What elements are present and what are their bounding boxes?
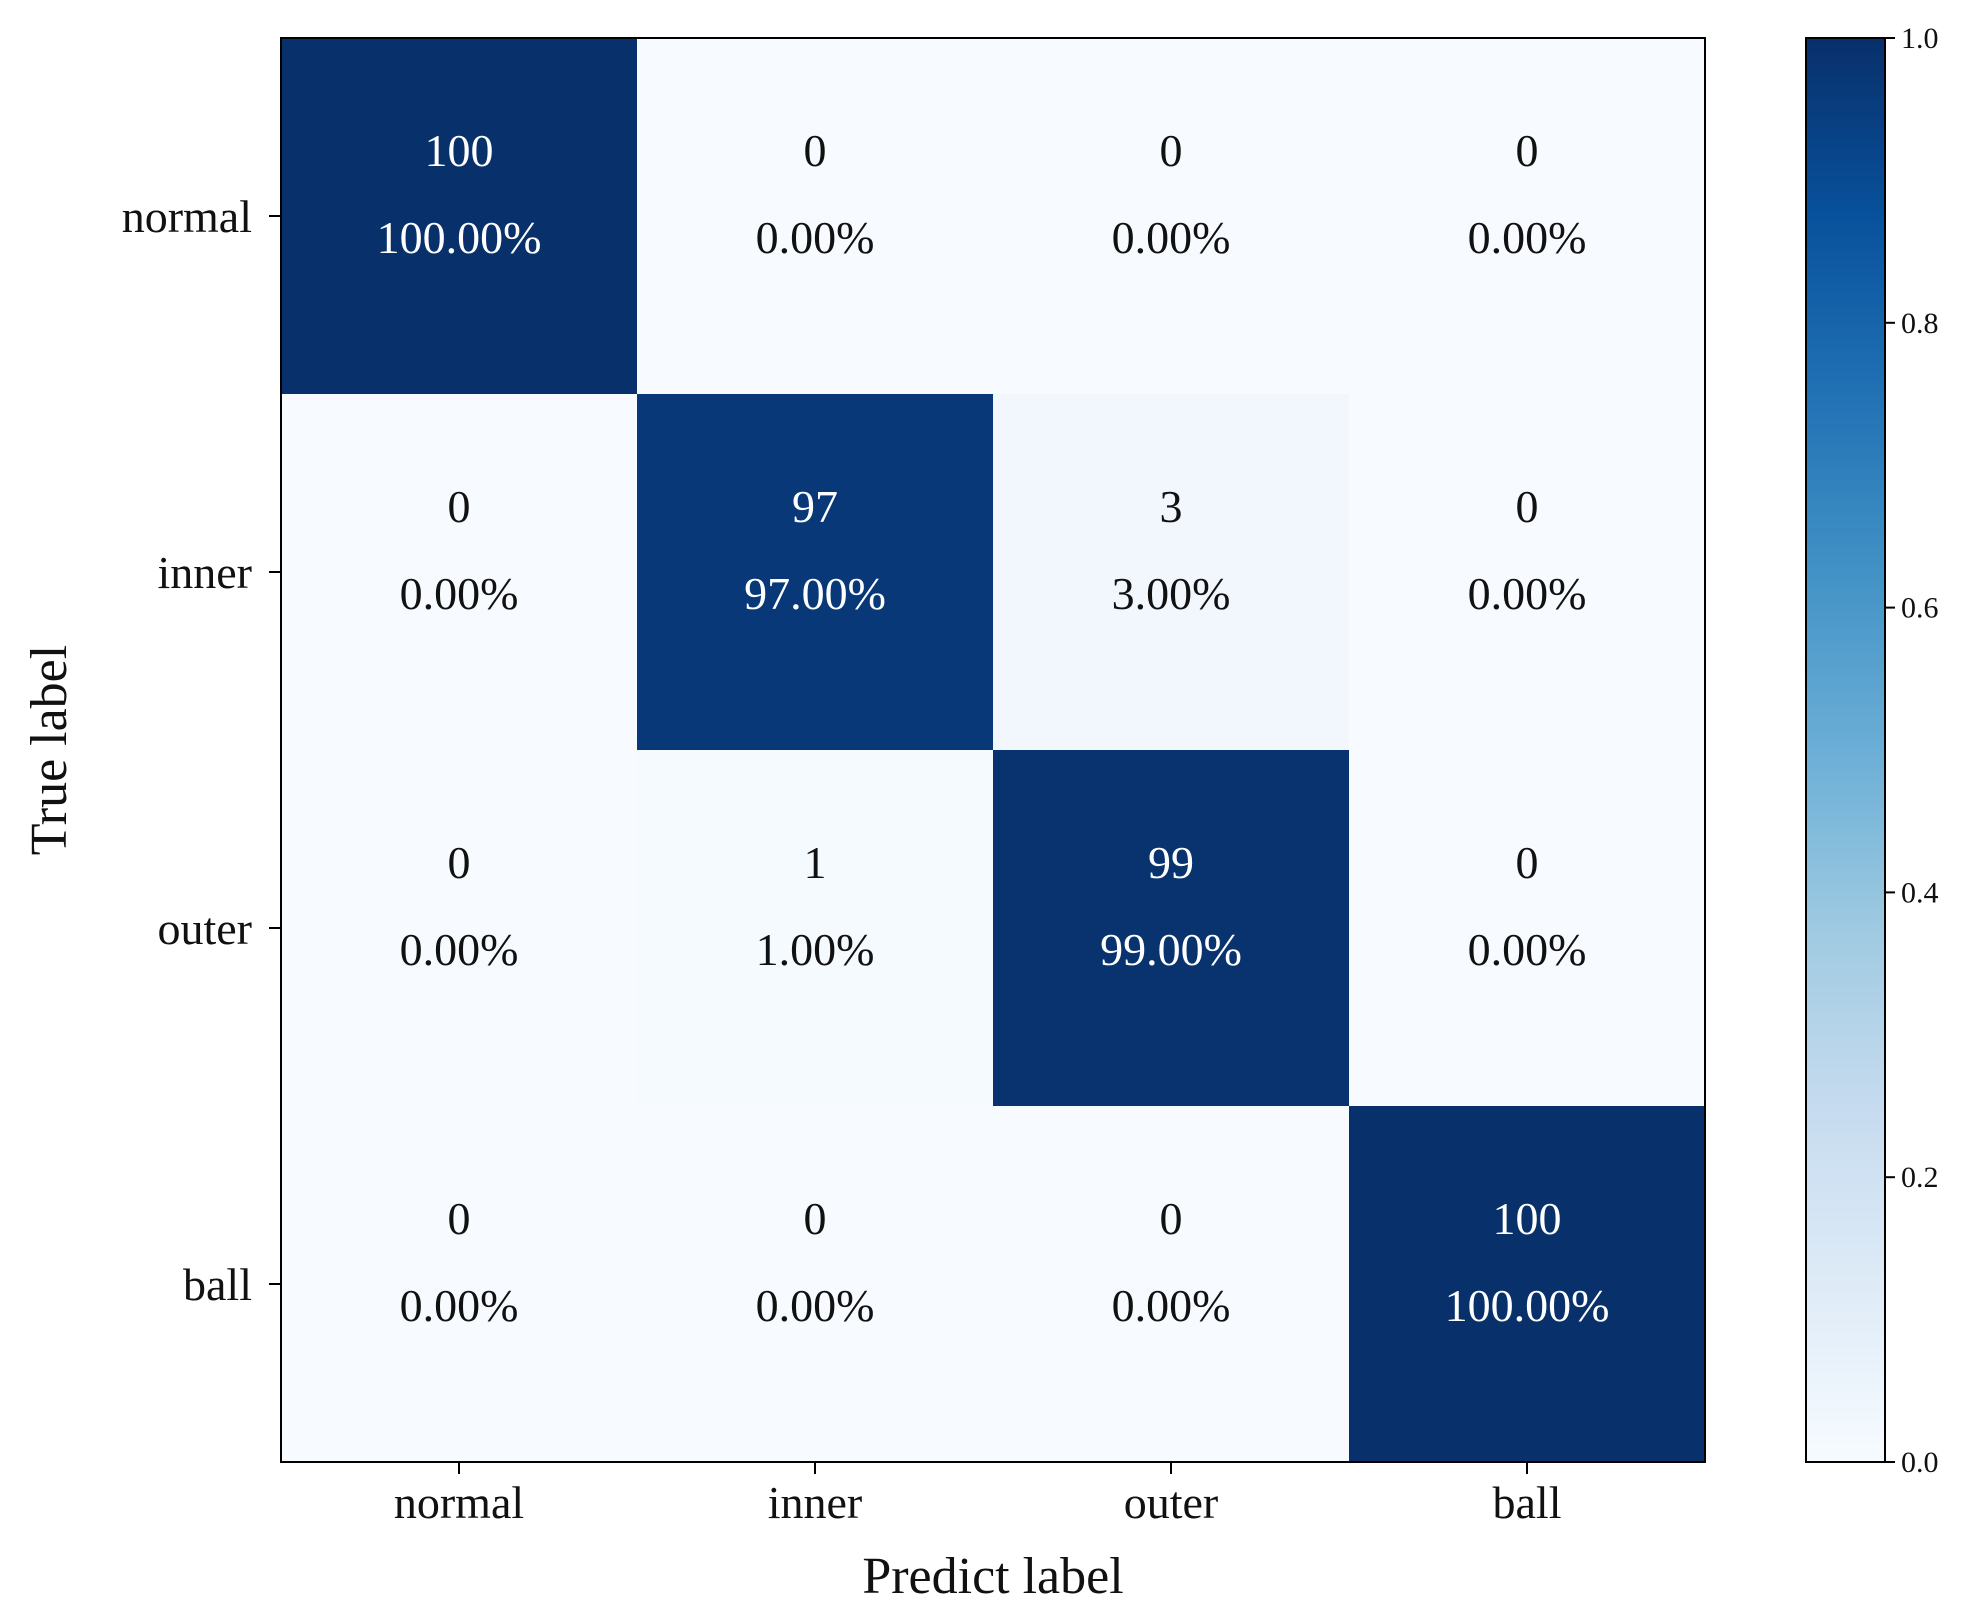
y-tick-label: ball [183,1259,252,1310]
cell-count-label: 100 [425,125,494,176]
cell-percent-label: 0.00% [756,212,875,263]
x-tick-label: outer [1124,1477,1219,1528]
cell-percent-label: 100.00% [377,212,542,263]
cell-count-label: 0 [1160,1193,1183,1244]
heatmap-cell [1349,1106,1705,1462]
heatmap-cell [1349,38,1705,394]
x-axis-ticks: normal inner outer ball [394,1462,1562,1528]
y-tick-label: normal [122,191,252,242]
heatmap-cell [637,750,993,1106]
heatmap-cell [993,1106,1349,1462]
cell-count-label: 0 [804,125,827,176]
y-axis-ticks: normal inner outer ball [122,191,281,1310]
colorbar-tick-label: 0.2 [1901,1161,1939,1194]
x-tick-label: inner [768,1477,863,1528]
colorbar-tick-label: 0.4 [1901,876,1939,909]
cell-percent-label: 0.00% [400,924,519,975]
heatmap-cell [993,394,1349,750]
cell-percent-label: 1.00% [756,924,875,975]
cell-percent-label: 0.00% [1112,1280,1231,1331]
colorbar-tick-label: 1.0 [1901,22,1939,55]
colorbar [1805,37,1886,1463]
cell-percent-label: 97.00% [744,568,886,619]
colorbar-tick-label: 0.8 [1901,307,1939,340]
cell-percent-label: 99.00% [1100,924,1242,975]
matrix-frame [280,37,1706,1463]
cell-count-label: 0 [1516,125,1539,176]
cell-count-label: 1 [804,837,827,888]
cell-annotations: 100100.00%00.00%00.00%00.00%00.00%9797.0… [377,125,1610,1331]
cell-percent-label: 0.00% [1468,212,1587,263]
cell-percent-label: 0.00% [400,568,519,619]
heatmap-cell [281,38,637,394]
y-tick-label: inner [157,547,252,598]
heatmap-cell [281,1106,637,1462]
y-tick-label: outer [157,903,252,954]
cell-count-label: 97 [792,481,838,532]
heatmap-cell [281,750,637,1106]
heatmap-cell [637,38,993,394]
heatmap-cell [993,38,1349,394]
cell-count-label: 0 [1160,125,1183,176]
heatmap-cell [281,394,637,750]
cell-percent-label: 0.00% [756,1280,875,1331]
cell-percent-label: 100.00% [1445,1280,1610,1331]
x-tick-label: ball [1493,1477,1562,1528]
colorbar-tick-label: 0.6 [1901,592,1939,625]
heatmap-cell [1349,394,1705,750]
cell-count-label: 0 [448,1193,471,1244]
heatmap-cells [281,38,1705,1462]
x-axis-title: Predict label [862,1548,1123,1605]
cell-count-label: 0 [804,1193,827,1244]
cell-count-label: 100 [1493,1193,1562,1244]
y-axis-title: True label [21,645,78,855]
cell-count-label: 0 [1516,481,1539,532]
cell-count-label: 0 [448,481,471,532]
cell-percent-label: 0.00% [1112,212,1231,263]
cell-count-label: 99 [1148,837,1194,888]
cell-count-label: 0 [1516,837,1539,888]
cell-percent-label: 0.00% [1468,924,1587,975]
cell-count-label: 3 [1160,481,1183,532]
cell-percent-label: 0.00% [1468,568,1587,619]
colorbar-tick-label: 0.0 [1901,1446,1939,1479]
heatmap-cell [993,750,1349,1106]
cell-count-label: 0 [448,837,471,888]
colorbar-ticks: 0.0 0.2 0.4 0.6 0.8 1.0 [1885,22,1939,1479]
x-tick-label: normal [394,1477,524,1528]
cell-percent-label: 3.00% [1112,568,1231,619]
heatmap-cell [1349,750,1705,1106]
heatmap-cell [637,394,993,750]
heatmap-cell [637,1106,993,1462]
cell-percent-label: 0.00% [400,1280,519,1331]
